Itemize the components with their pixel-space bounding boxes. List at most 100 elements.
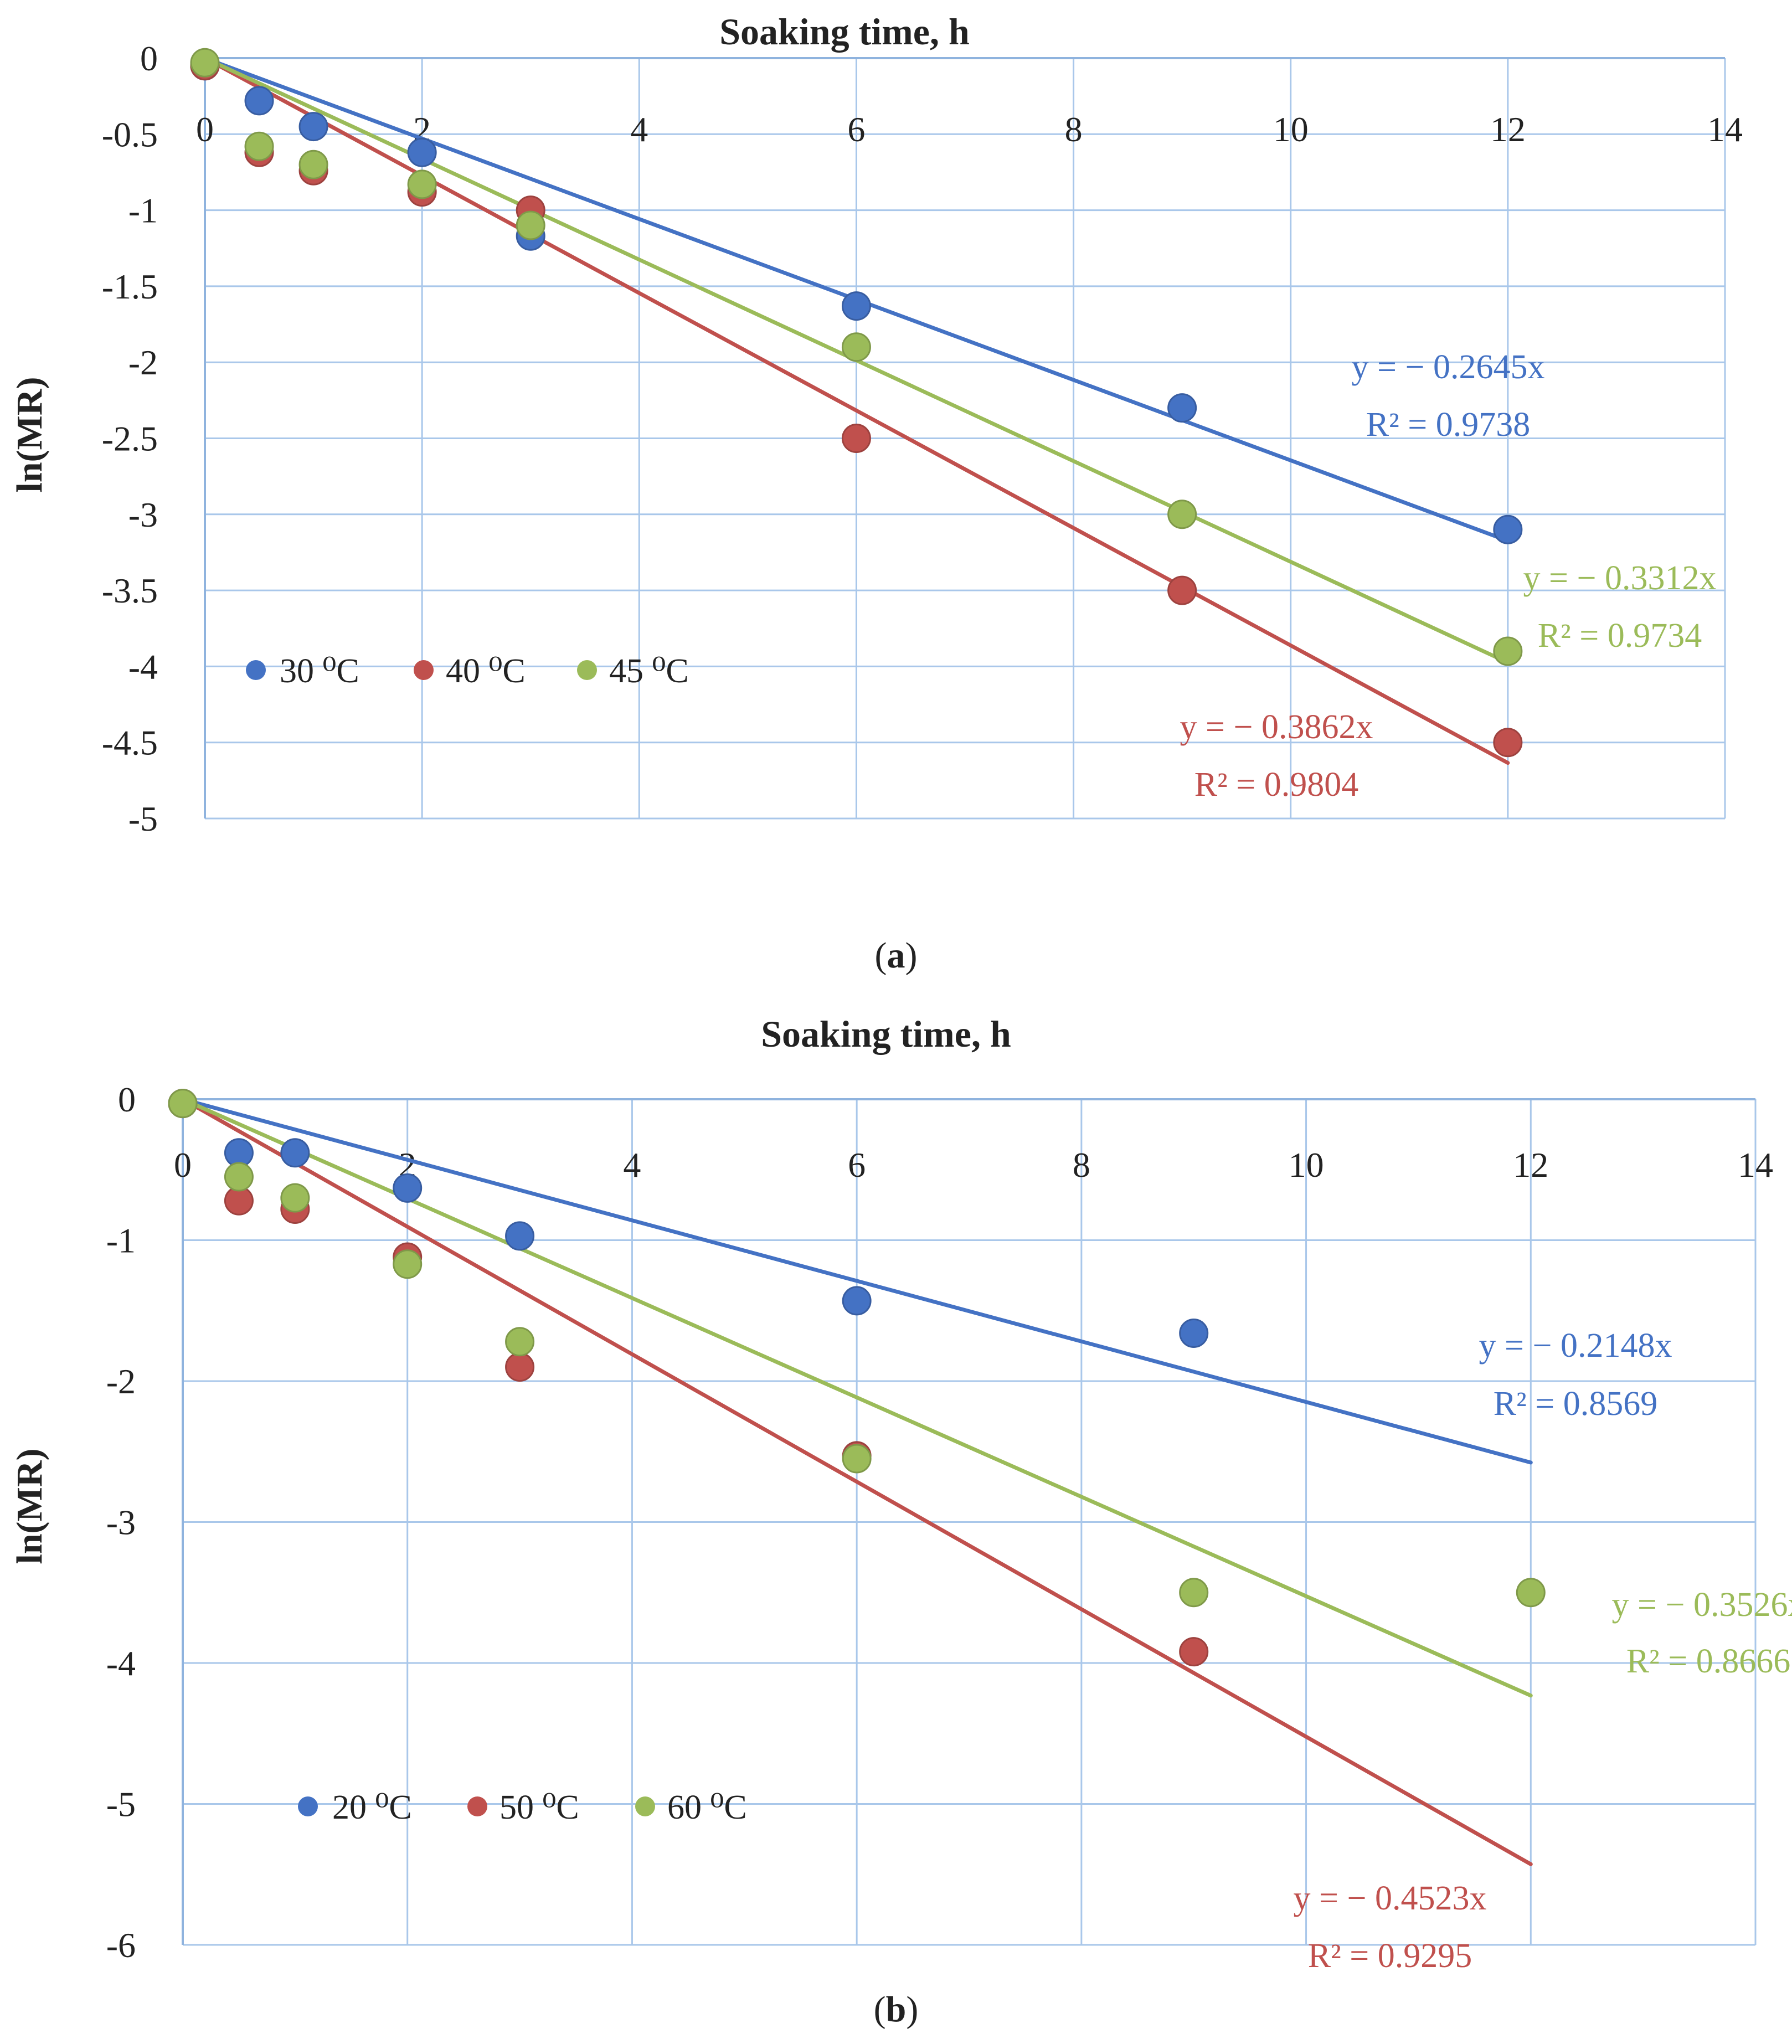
chart-a-equation-2: y = − 0.3312x — [1523, 559, 1717, 597]
chart-b-y-tick-2: -2 — [106, 1362, 136, 1401]
chart-a-y-tick-4: -2 — [128, 343, 158, 382]
chart-b-y-tick-5: -5 — [106, 1785, 136, 1824]
chart-a-point-s0-1 — [244, 86, 274, 116]
chart-a-point-s2-7 — [1493, 636, 1523, 666]
chart-a-point-s2-4 — [516, 210, 545, 240]
chart-b-y-tick-labels: 0 -1 -2 -3 -4 -5 -6 — [106, 1080, 136, 1965]
chart-a-x-tick-2: 4 — [630, 110, 648, 149]
chart-b-ylabel: ln(MR) — [9, 1449, 50, 1564]
chart-b-y-tick-1: -1 — [106, 1221, 136, 1260]
chart-b-legend: 20 ⁰C 50 ⁰C 60 ⁰C — [298, 1789, 747, 1826]
chart-b-y-tick-0: 0 — [118, 1080, 136, 1119]
chart-b-r2-0: R² = 0.8569 — [1494, 1385, 1657, 1423]
chart-a-grid — [204, 57, 1726, 820]
chart-a-point-s2-1 — [244, 131, 274, 161]
chart-b-x-tick-5: 10 — [1289, 1145, 1324, 1185]
chart-a-legend-marker-0 — [246, 660, 266, 680]
chart-a-point-s2-6 — [1167, 500, 1197, 529]
chart-a-y-tick-2: -1 — [128, 191, 158, 230]
chart-a-legend-label-0: 30 ⁰C — [280, 652, 359, 690]
chart-panel-a: Soaking time, h ln(MR) 0 2 4 6 8 10 12 14 0-0.5… — [9, 11, 1743, 976]
chart-b-point-s2-5 — [842, 1444, 872, 1474]
chart-b-x-tick-3: 6 — [848, 1145, 866, 1185]
chart-a-x-tick-4: 8 — [1065, 110, 1083, 149]
chart-a-point-s1-7 — [1493, 728, 1523, 758]
chart-b-point-s2-4 — [505, 1327, 535, 1357]
panel-label-b: (b) — [874, 1989, 919, 2030]
chart-b-legend-marker-1 — [467, 1796, 487, 1816]
chart-b-legend-label-2: 60 ⁰C — [667, 1789, 747, 1826]
chart-a-equation-1: y = − 0.3862x — [1180, 708, 1373, 746]
chart-b-legend-marker-2 — [635, 1796, 655, 1816]
chart-b-x-tick-labels: 0 2 4 6 8 10 12 14 — [174, 1145, 1773, 1185]
chart-b-point-s2-2 — [280, 1183, 310, 1213]
chart-a-x-tick-6: 12 — [1490, 110, 1526, 149]
chart-a-y-tick-0: 0 — [140, 39, 158, 78]
chart-a-x-tick-0: 0 — [196, 110, 214, 149]
chart-b-legend-marker-0 — [298, 1796, 318, 1816]
chart-b-points — [168, 1089, 1546, 1667]
chart-a-point-s0-6 — [1167, 393, 1197, 423]
chart-a-x-tick-3: 6 — [847, 110, 865, 149]
chart-b-point-s0-4 — [505, 1221, 535, 1251]
chart-b-r2-1: R² = 0.9295 — [1308, 1937, 1472, 1975]
chart-b-equation-2: y = − 0.3526x — [1612, 1586, 1792, 1624]
chart-panel-b: Soaking time, h ln(MR) 0 2 4 6 8 10 12 14 0-1-2… — [9, 1013, 1792, 2030]
chart-b-point-s1-4 — [505, 1352, 535, 1382]
chart-a-x-tick-labels: 0 2 4 6 8 10 12 14 — [196, 110, 1743, 149]
chart-b-r2-2: R² = 0.8666 — [1626, 1643, 1790, 1680]
chart-b-equation-1: y = − 0.4523x — [1294, 1880, 1487, 1917]
chart-a-r2-0: R² = 0.9738 — [1366, 406, 1530, 444]
chart-b-equation-0: y = − 0.2148x — [1479, 1327, 1672, 1365]
chart-b-x-tick-7: 14 — [1738, 1145, 1773, 1185]
chart-b-trendline-1 — [181, 1097, 1533, 1866]
chart-b-x-tick-4: 8 — [1073, 1145, 1090, 1185]
chart-b-point-s2-6 — [1179, 1578, 1209, 1608]
chart-b-grid — [182, 1098, 1757, 1946]
chart-a-title: Soaking time, h — [719, 11, 970, 53]
chart-a-y-tick-10: -5 — [128, 799, 158, 838]
chart-a-point-s2-5 — [841, 332, 871, 362]
chart-a-y-tick-6: -3 — [128, 495, 158, 534]
chart-a-point-s0-3 — [407, 137, 437, 167]
chart-b-y-tick-6: -6 — [106, 1925, 136, 1965]
chart-b-x-tick-0: 0 — [174, 1145, 192, 1185]
chart-a-y-tick-3: -1.5 — [102, 267, 158, 306]
chart-a-point-s2-0 — [190, 48, 220, 78]
chart-a-point-s1-5 — [841, 424, 871, 453]
chart-b-point-s0-3 — [393, 1173, 423, 1203]
chart-a-y-tick-8: -4 — [128, 647, 158, 686]
chart-a-point-s0-7 — [1493, 514, 1523, 544]
chart-b-x-tick-2: 4 — [623, 1145, 641, 1185]
chart-b-point-s2-7 — [1516, 1578, 1546, 1608]
chart-a-r2-2: R² = 0.9734 — [1538, 617, 1702, 655]
chart-b-point-s0-6 — [1179, 1318, 1209, 1348]
panel-label-a: (a) — [875, 935, 918, 976]
chart-a-ylabel: ln(MR) — [9, 377, 50, 493]
chart-a-y-tick-5: -2.5 — [102, 419, 158, 459]
chart-b-y-tick-4: -4 — [106, 1644, 136, 1683]
chart-a-r2-1: R² = 0.9804 — [1194, 766, 1358, 804]
chart-b-point-s2-1 — [224, 1162, 254, 1192]
chart-a-legend-marker-1 — [414, 660, 434, 680]
chart-b-equations: y = − 0.2148x R² = 0.8569 y = − 0.4523x R² … — [1294, 1327, 1792, 1975]
chart-a-x-tick-7: 14 — [1707, 110, 1743, 149]
chart-a-legend-marker-2 — [577, 660, 597, 680]
panel-letter-a: a — [887, 935, 905, 976]
chart-a-y-tick-7: -3.5 — [102, 571, 158, 610]
chart-a-legend: 30 ⁰C 40 ⁰C 45 ⁰C — [246, 652, 689, 690]
chart-b-trendline-0 — [181, 1097, 1533, 1465]
chart-b-point-s2-0 — [168, 1089, 198, 1119]
chart-a-point-s2-3 — [407, 169, 437, 199]
chart-b-legend-label-0: 20 ⁰C — [332, 1789, 412, 1826]
panel-letter-b: b — [886, 1989, 907, 2030]
chart-a-equation-0: y = − 0.2645x — [1352, 348, 1545, 386]
chart-b-title: Soaking time, h — [761, 1013, 1011, 1055]
chart-a-point-s1-6 — [1167, 575, 1197, 605]
chart-a-legend-label-1: 40 ⁰C — [446, 652, 526, 690]
chart-a-point-s0-5 — [841, 291, 871, 321]
chart-b-point-s0-5 — [842, 1286, 872, 1316]
chart-a-equations: y = − 0.2645x R² = 0.9738 y = − 0.3862x R² … — [1180, 348, 1717, 804]
